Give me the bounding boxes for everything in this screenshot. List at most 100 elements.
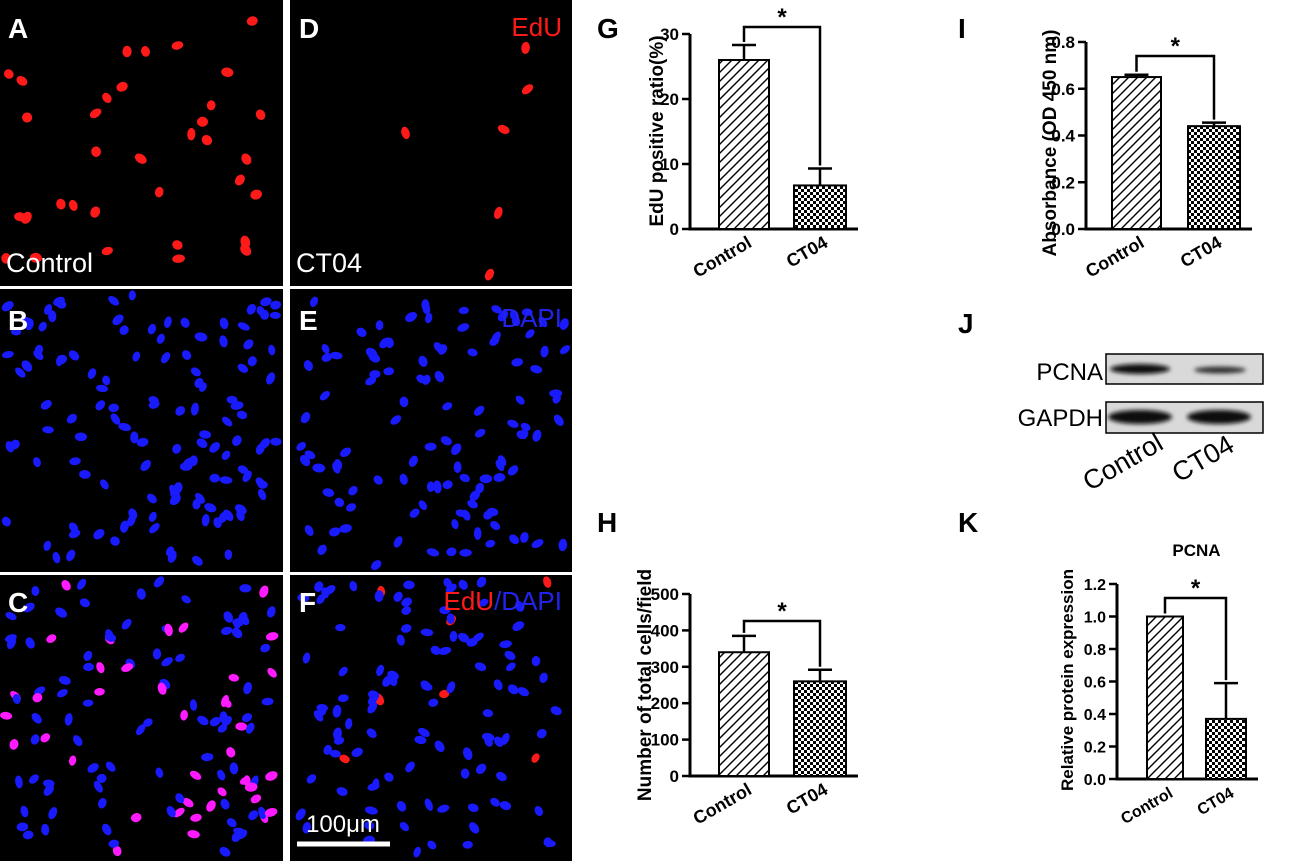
- nucleus: [396, 801, 407, 812]
- nucleus: [231, 627, 243, 639]
- nucleus: [175, 793, 185, 804]
- nucleus: [457, 323, 470, 332]
- nucleus: [462, 747, 473, 761]
- nucleus: [536, 728, 547, 739]
- nucleus: [303, 360, 313, 372]
- nucleus: [43, 784, 54, 796]
- chart-g-x-tick-label: Control: [690, 232, 755, 281]
- western-blot-j: J PCNA GAPDH Control CT04: [958, 308, 1264, 497]
- panel-h-letter: H: [597, 507, 617, 538]
- nucleus: [66, 549, 76, 562]
- nucleus: [206, 800, 216, 812]
- nucleus: [371, 560, 382, 571]
- nucleus: [437, 344, 448, 355]
- nucleus: [540, 345, 549, 358]
- nucleus: [220, 798, 230, 810]
- chart-i-x-tick-label: CT04: [1177, 232, 1225, 271]
- nucleus: [155, 767, 164, 778]
- nucleus: [108, 403, 119, 413]
- nucleus: [400, 624, 412, 633]
- nucleus: [316, 707, 327, 717]
- nucleus: [22, 602, 35, 613]
- nucleus: [236, 410, 248, 420]
- nucleus: [87, 763, 99, 773]
- nucleus: [443, 577, 453, 588]
- nucleus: [189, 770, 202, 780]
- nucleus: [401, 606, 412, 615]
- nucleus: [187, 128, 196, 141]
- nucleus: [512, 621, 525, 632]
- panel-d-condition-label: CT04: [296, 248, 362, 278]
- nucleus: [201, 134, 213, 146]
- nucleus: [56, 198, 66, 210]
- nucleus: [190, 402, 199, 416]
- nucleus: [57, 689, 68, 698]
- nucleus: [296, 442, 307, 451]
- nucleus: [15, 775, 23, 789]
- nucleus: [148, 400, 160, 409]
- nucleus: [390, 415, 402, 425]
- nucleus: [384, 772, 394, 782]
- nucleus: [66, 413, 77, 424]
- nucleus: [69, 457, 81, 466]
- nucleus: [42, 426, 54, 434]
- nucleus: [187, 830, 200, 839]
- nucleus: [446, 681, 456, 694]
- nucleus: [64, 713, 73, 726]
- nucleus: [108, 295, 120, 306]
- nucleus: [101, 246, 113, 256]
- nucleus: [1, 301, 14, 312]
- nucleus: [147, 323, 157, 335]
- nucleus: [172, 240, 183, 250]
- nucleus: [304, 450, 316, 460]
- chart-g-y-axis-label: EdU positive ratio(%): [647, 35, 668, 226]
- chart-i-y-tick-label: 0.4: [1051, 127, 1075, 146]
- panel-f-letter: F: [299, 587, 316, 618]
- nucleus: [89, 108, 102, 119]
- nucleus: [520, 531, 529, 543]
- chart-i-significance-bracket: [1135, 54, 1216, 120]
- nucleus: [136, 437, 149, 447]
- chart-g-significance-bracket: [742, 25, 822, 166]
- nucleus: [322, 488, 335, 497]
- nucleus: [217, 769, 226, 781]
- nucleus: [393, 536, 403, 548]
- nucleus: [226, 395, 238, 404]
- chart-h-y-tick-label: 400: [651, 621, 679, 640]
- nucleus: [29, 252, 42, 263]
- nucleus: [250, 794, 262, 804]
- nucleus: [543, 576, 552, 588]
- nucleus: [516, 430, 528, 440]
- nucleus: [375, 320, 384, 331]
- nucleus: [148, 511, 157, 522]
- panel-f-background: [290, 575, 572, 861]
- nucleus: [149, 523, 160, 534]
- nucleus: [482, 709, 494, 718]
- nucleus: [446, 547, 457, 557]
- nucleus: [265, 771, 278, 781]
- nucleus: [182, 798, 194, 808]
- nucleus: [351, 747, 363, 758]
- chart-i-bar-ct04: [1187, 125, 1241, 230]
- panel-e-channel-label: DAPI: [501, 303, 562, 333]
- nucleus: [539, 672, 548, 683]
- nucleus: [221, 416, 233, 427]
- nucleus: [5, 612, 17, 621]
- nucleus: [192, 555, 203, 566]
- panel-d-background: [290, 0, 572, 286]
- nucleus: [329, 749, 341, 758]
- nucleus: [302, 652, 311, 664]
- nucleus: [511, 316, 521, 327]
- nucleus: [241, 713, 253, 723]
- nucleus: [367, 702, 378, 714]
- nucleus: [511, 358, 524, 367]
- chart-h-x-tick-label: CT04: [783, 779, 831, 818]
- nucleus: [479, 474, 493, 484]
- nucleus: [396, 634, 405, 646]
- chart-k-pcna-expression: K PCNA 0.0 0.2 0.4 0.6 0.8 1.0 1.2 Relative prot…: [958, 507, 1258, 828]
- nucleus: [226, 818, 237, 828]
- nucleus: [430, 645, 441, 655]
- blot-band-gapdh-control: [1108, 410, 1172, 424]
- nucleus: [255, 109, 266, 120]
